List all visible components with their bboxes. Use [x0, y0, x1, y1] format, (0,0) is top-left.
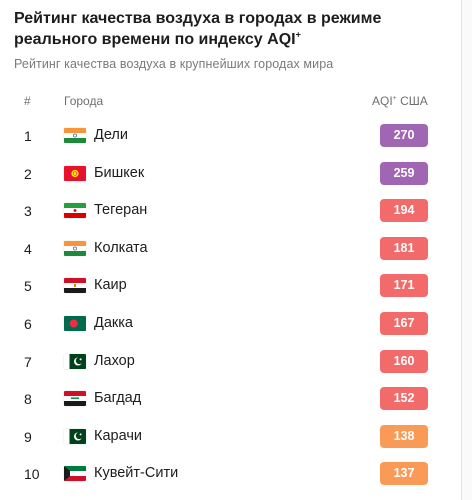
pakistan-flag-icon [64, 353, 86, 369]
iran-flag-icon [64, 203, 86, 219]
page-title: Рейтинг качества воздуха в городах в реж… [14, 8, 454, 50]
aqi-badge: 194 [380, 199, 428, 223]
ranking-table: 1 Дели 270 2 Бишкек 259 3 Тегеран 194 4 Колката 181… [0, 118, 462, 494]
bangladesh-flag-icon [64, 315, 86, 331]
city-name[interactable]: Лахор [94, 352, 135, 369]
city-name[interactable]: Каир [94, 277, 127, 294]
pakistan-flag-icon [64, 428, 86, 444]
egypt-flag-icon [64, 278, 86, 294]
column-header-city: Города [64, 94, 104, 108]
rank-number: 6 [24, 315, 32, 332]
table-row[interactable]: 3 Тегеран 194 [0, 193, 462, 231]
table-row[interactable]: 5 Каир 171 [0, 268, 462, 306]
rank-number: 2 [24, 165, 32, 182]
aqi-label: AQI [372, 94, 393, 108]
rank-number: 5 [24, 278, 32, 295]
table-row[interactable]: 10 Кувейт-Сити 137 [0, 456, 462, 494]
city-name[interactable]: Карачи [94, 427, 142, 444]
aqi-badge: 160 [380, 349, 428, 373]
kuwait-flag-icon [64, 466, 86, 482]
title-text: Рейтинг качества воздуха в городах в реж… [14, 10, 382, 48]
city-name[interactable]: Колката [94, 239, 148, 256]
aqi-badge: 181 [380, 236, 428, 260]
rank-number: 1 [24, 128, 32, 144]
aqi-badge: 259 [380, 161, 428, 185]
column-header-rank: # [24, 94, 31, 108]
table-row[interactable]: 2 Бишкек 259 [0, 156, 462, 194]
title-superscript: + [295, 29, 301, 40]
aqi-badge: 270 [380, 124, 428, 147]
aqi-badge: 137 [380, 462, 428, 486]
city-name[interactable]: Бишкек [94, 164, 145, 181]
aqi-badge: 138 [380, 424, 428, 448]
table-row[interactable]: 4 Колката 181 [0, 231, 462, 269]
table-row[interactable]: 7 Лахор 160 [0, 344, 462, 382]
aqi-superscript: + [392, 95, 397, 102]
aqi-suffix: США [400, 94, 428, 108]
aqi-badge: 167 [380, 311, 428, 335]
column-header-aqi: AQI+ США [372, 94, 428, 108]
table-row[interactable]: 8 Багдад 152 [0, 381, 462, 419]
rank-number: 9 [24, 428, 32, 445]
table-row[interactable]: 6 Дакка 167 [0, 306, 462, 344]
table-row[interactable]: 1 Дели 270 [0, 118, 462, 156]
rank-number: 3 [24, 203, 32, 220]
kyrgyzstan-flag-icon [64, 165, 86, 181]
aqi-badge: 171 [380, 274, 428, 298]
aqi-badge: 152 [380, 387, 428, 411]
india-flag-icon [64, 240, 86, 256]
iraq-flag-icon [64, 391, 86, 407]
city-name[interactable]: Багдад [94, 390, 142, 407]
city-name[interactable]: Кувейт-Сити [94, 465, 179, 482]
rank-number: 8 [24, 391, 32, 408]
city-name[interactable]: Тегеран [94, 202, 148, 219]
table-row[interactable]: 9 Карачи 138 [0, 419, 462, 457]
aqi-ranking-widget: Рейтинг качества воздуха в городах в реж… [0, 8, 462, 494]
india-flag-icon [64, 128, 86, 143]
page-subtitle: Рейтинг качества воздуха в крупнейших го… [14, 57, 334, 71]
scrollbar-track[interactable] [461, 0, 472, 500]
city-name[interactable]: Дели [94, 127, 128, 143]
rank-number: 4 [24, 240, 32, 257]
city-name[interactable]: Дакка [94, 314, 133, 331]
rank-number: 7 [24, 353, 32, 370]
rank-number: 10 [24, 466, 40, 483]
